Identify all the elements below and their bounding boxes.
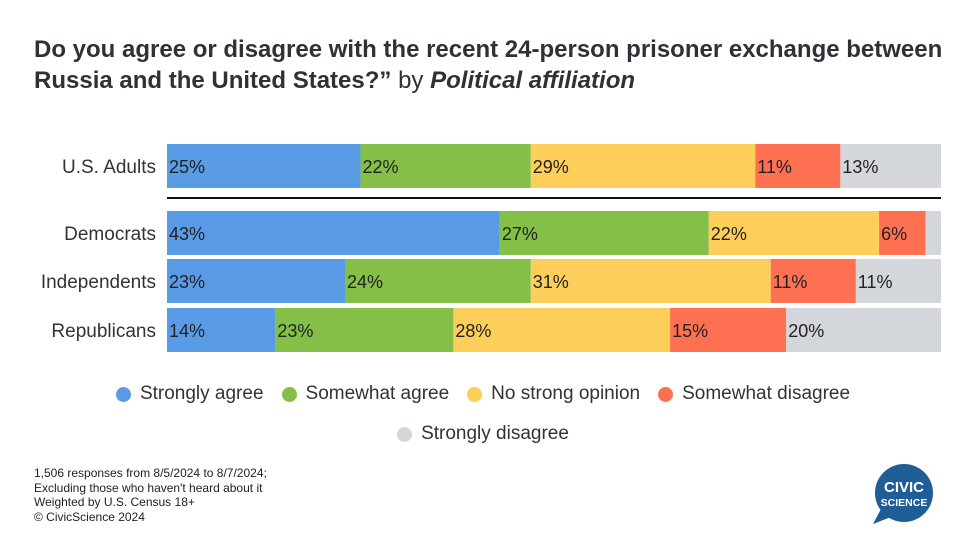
- bar-segment-democrats-somewhat-agree: [499, 211, 709, 255]
- data-label-republicans-no-strong-opinion: 28%: [455, 321, 491, 341]
- footnote: 1,506 responses from 8/5/2024 to 8/7/202…: [34, 466, 267, 524]
- legend-swatch-somewhat-disagree: [658, 386, 674, 402]
- bar-segment-independents-strongly-agree: [167, 259, 346, 303]
- logo-badge-tail: [873, 509, 891, 524]
- footnote-line: Weighted by U.S. Census 18+: [34, 495, 195, 509]
- legend-row-1: Strongly agree Somewhat agree No strong …: [0, 383, 966, 405]
- legend-label-strongly-agree: Strongly agree: [139, 383, 264, 404]
- bar-segment-independents-somewhat-disagree: [770, 259, 856, 303]
- legend-label-no-strong-opinion: No strong opinion: [491, 383, 641, 404]
- civicscience-logo: CIVIC SCIENCE: [873, 464, 933, 524]
- bar-segment-u-s-adults-somewhat-agree: [360, 144, 531, 188]
- bar-segment-u-s-adults-strongly-disagree: [840, 144, 941, 188]
- data-label-u-s-adults-somewhat-agree: 22%: [363, 157, 399, 177]
- data-label-democrats-strongly-agree: 43%: [169, 224, 205, 244]
- logo-text-science: SCIENCE: [881, 497, 928, 509]
- data-label-independents-no-strong-opinion: 31%: [533, 272, 569, 292]
- data-label-democrats-somewhat-agree: 27%: [502, 224, 538, 244]
- footnote-line: 1,506 responses from 8/5/2024 to 8/7/202…: [34, 466, 267, 480]
- logo-badge: [875, 464, 933, 522]
- data-label-democrats-somewhat-disagree: 6%: [881, 224, 907, 244]
- title-question: Do you agree or disagree with the recent…: [34, 36, 943, 94]
- data-label-republicans-somewhat-disagree: 15%: [672, 321, 708, 341]
- legend-swatch-strongly-disagree: [397, 426, 413, 442]
- bar-segment-independents-somewhat-agree: [345, 259, 531, 303]
- logo-text-civic: CIVIC: [884, 479, 924, 496]
- data-label-u-s-adults-strongly-disagree: 13%: [842, 157, 878, 177]
- data-label-republicans-somewhat-agree: 23%: [277, 321, 313, 341]
- bar-segment-independents-no-strong-opinion: [530, 259, 771, 303]
- data-label-u-s-adults-no-strong-opinion: 29%: [533, 157, 569, 177]
- data-label-independents-strongly-disagree: 11%: [858, 272, 893, 292]
- bar-segment-republicans-somewhat-disagree: [670, 308, 787, 352]
- legend-label-strongly-disagree: Strongly disagree: [421, 423, 569, 444]
- legend-row-2: Strongly disagree: [0, 423, 966, 445]
- footnote-line: © CivicScience 2024: [34, 509, 145, 524]
- legend-item-no-strong-opinion: No strong opinion: [467, 383, 640, 405]
- title-affiliation: Political affiliation: [430, 67, 636, 94]
- bar-segment-u-s-adults-strongly-agree: [167, 144, 361, 188]
- bar-segment-independents-strongly-disagree: [855, 259, 941, 303]
- data-label-republicans-strongly-disagree: 20%: [788, 321, 824, 341]
- legend-label-somewhat-disagree: Somewhat disagree: [682, 383, 851, 404]
- legend-item-strongly-disagree: Strongly disagree: [397, 423, 569, 445]
- legend-label-somewhat-agree: Somewhat agree: [305, 383, 450, 404]
- category-label-independents: Independents: [41, 272, 156, 293]
- legend-swatch-strongly-agree: [115, 386, 131, 402]
- legend-item-somewhat-disagree: Somewhat disagree: [658, 383, 850, 405]
- legend-swatch-no-strong-opinion: [467, 386, 483, 402]
- bar-segment-republicans-somewhat-agree: [275, 308, 454, 352]
- bar-segment-republicans-strongly-disagree: [786, 308, 941, 352]
- category-label-u-s-adults: U.S. Adults: [62, 157, 156, 178]
- bar-segment-republicans-strongly-agree: [167, 308, 276, 352]
- legend-item-somewhat-agree: Somewhat agree: [281, 383, 450, 405]
- bar-segment-democrats-strongly-agree: [167, 211, 500, 255]
- data-label-republicans-strongly-agree: 14%: [169, 321, 205, 341]
- bar-segment-democrats-somewhat-disagree: [879, 211, 926, 255]
- bar-segment-democrats-no-strong-opinion: [708, 211, 880, 255]
- data-label-u-s-adults-somewhat-disagree: 11%: [757, 157, 792, 177]
- data-label-independents-strongly-agree: 23%: [169, 272, 205, 292]
- bar-segment-u-s-adults-no-strong-opinion: [530, 144, 756, 188]
- stacked-bar-chart: U.S. Adults 25% 22% 29% 11% 13% Democrats 43% 27…: [41, 144, 941, 352]
- bar-segment-u-s-adults-somewhat-disagree: [755, 144, 841, 188]
- bar-segment-democrats-strongly-disagree: [925, 211, 941, 255]
- data-label-u-s-adults-strongly-agree: 25%: [169, 157, 205, 177]
- data-label-democrats-no-strong-opinion: 22%: [711, 224, 747, 244]
- data-label-independents-somewhat-disagree: 11%: [773, 272, 808, 292]
- legend-swatch-somewhat-agree: [281, 386, 297, 402]
- title-by: by: [398, 67, 424, 94]
- chart-title: Do you agree or disagree with the recent…: [34, 34, 944, 96]
- category-label-democrats: Democrats: [64, 224, 156, 245]
- bar-segment-republicans-no-strong-opinion: [453, 308, 671, 352]
- legend-item-strongly-agree: Strongly agree: [115, 383, 264, 405]
- data-label-independents-somewhat-agree: 24%: [347, 272, 383, 292]
- category-label-republicans: Republicans: [51, 321, 156, 342]
- footnote-line: Excluding those who haven't heard about …: [34, 480, 263, 495]
